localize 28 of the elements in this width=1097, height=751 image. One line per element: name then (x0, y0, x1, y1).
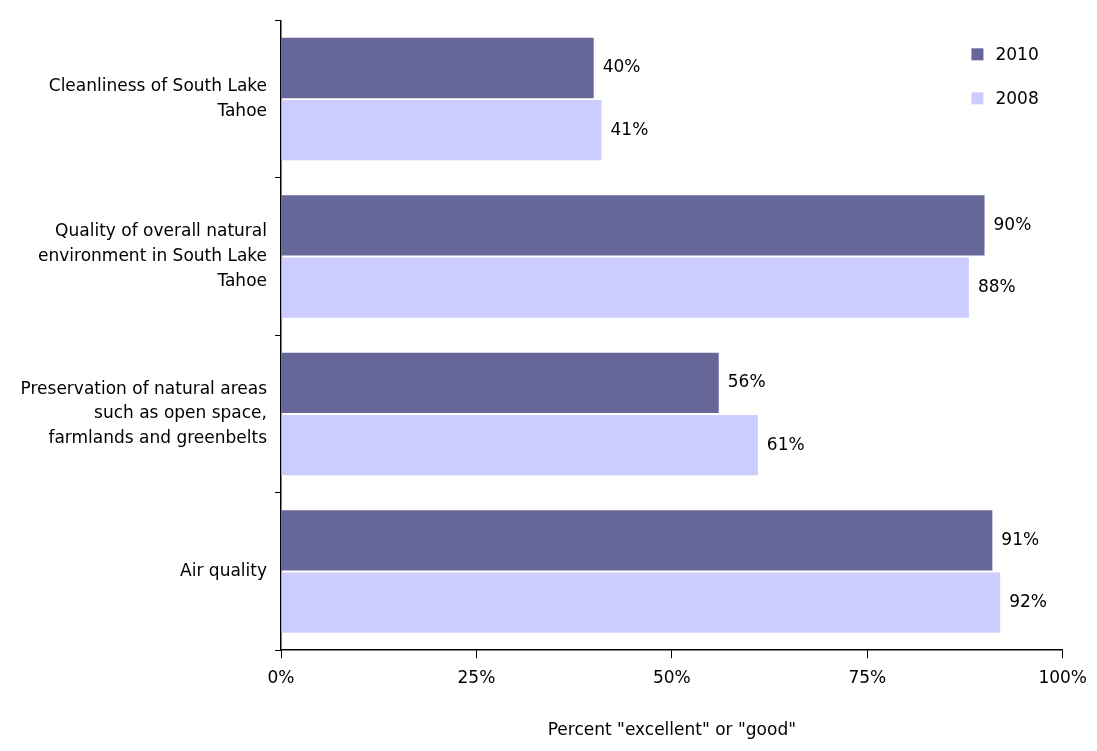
y-tick-label: Preservation of natural areas such as open space, farmlands and greenbelts (20, 377, 268, 448)
x-tick-label: 25% (457, 666, 496, 687)
bar (281, 352, 719, 414)
x-tick-label: 75% (848, 666, 887, 687)
data-label: 41% (610, 118, 649, 139)
y-tick-label: Air quality (180, 559, 267, 580)
x-axis-title: Percent "excellent" or "good" (547, 719, 797, 740)
data-label: 40% (602, 56, 641, 77)
bar (281, 414, 758, 476)
y-tick-label: Quality of overall natural environment in South Lake Tahoe (38, 220, 267, 290)
bar (281, 195, 985, 256)
legend-label: 2010 (995, 43, 1039, 64)
bar (281, 572, 1001, 633)
data-label: 92% (1009, 590, 1047, 611)
bar (281, 99, 602, 161)
bar (281, 257, 969, 318)
bar (281, 510, 993, 571)
data-label: 61% (766, 433, 805, 454)
data-label: 88% (977, 276, 1016, 297)
x-tick-label: 50% (652, 666, 691, 687)
data-label: 91% (1001, 528, 1040, 549)
x-tick-label: 100% (1038, 666, 1087, 687)
bar (281, 37, 594, 99)
y-tick-label: Cleanliness of South Lake Tahoe (48, 75, 267, 120)
x-tick-label: 0% (267, 666, 295, 687)
legend-label: 2008 (995, 87, 1039, 108)
data-label: 56% (727, 371, 766, 392)
data-label: 90% (993, 213, 1032, 234)
